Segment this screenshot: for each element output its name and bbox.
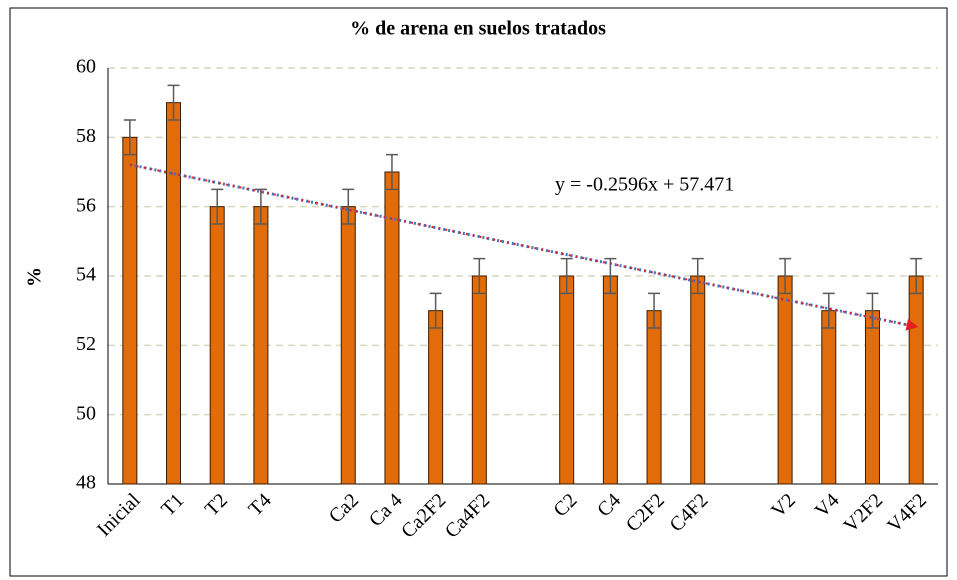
y-tick-label: 58: [76, 125, 96, 147]
trendline-overlay: [129, 163, 919, 331]
trendline-equation: y = -0.2596x + 57.471: [555, 174, 734, 196]
error-bar: [342, 188, 355, 225]
error-bar: [211, 188, 224, 225]
trendline: [129, 163, 917, 329]
bar: [340, 206, 356, 485]
y-tick-label: 60: [76, 56, 96, 78]
bar: [821, 310, 837, 485]
y-tick-label: 50: [76, 402, 96, 424]
error-bar: [429, 292, 442, 329]
bar: [428, 310, 444, 485]
y-tick-label: 52: [76, 333, 96, 355]
y-tick-label: 48: [76, 472, 96, 494]
bar: [908, 275, 924, 485]
error-bar: [560, 257, 573, 295]
error-bar: [123, 119, 136, 156]
bar: [559, 275, 575, 485]
error-bar: [822, 292, 835, 329]
error-bar: [648, 292, 661, 329]
error-bar: [779, 257, 792, 295]
y-tick-label: 56: [76, 194, 96, 216]
bar: [209, 206, 225, 485]
bar: [777, 275, 793, 485]
bar: [253, 206, 269, 485]
bar: [166, 102, 182, 485]
error-bar: [385, 153, 398, 191]
bar: [690, 275, 706, 485]
bar: [602, 275, 618, 485]
bar: [864, 310, 880, 485]
y-tick-label: 54: [76, 264, 96, 286]
error-bar: [254, 188, 267, 225]
error-bar: [167, 84, 180, 121]
error-bar: [866, 292, 879, 329]
y-axis-label: %: [24, 267, 46, 287]
chart-title: % de arena en suelos tratados: [350, 18, 606, 40]
bar: [646, 310, 662, 485]
bar: [471, 275, 487, 485]
error-bar: [691, 257, 704, 295]
error-bar: [910, 257, 923, 295]
error-bar: [473, 257, 486, 295]
bar: [122, 136, 138, 485]
